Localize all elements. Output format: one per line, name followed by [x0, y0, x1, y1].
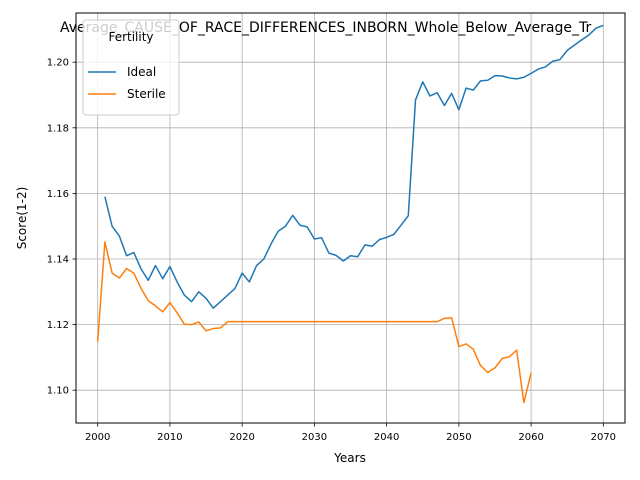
- legend-label-ideal: Ideal: [127, 65, 156, 79]
- x-axis-ticks: 2000 2010 2020 2030 2040 2050 2060 2070: [85, 423, 616, 443]
- legend-label-sterile: Sterile: [127, 87, 166, 101]
- legend-entries: Ideal Sterile: [88, 65, 166, 101]
- x-tick-label: 2020: [229, 432, 254, 443]
- legend: Fertility Ideal Sterile: [82, 19, 180, 116]
- series-line-ideal: [104, 24, 604, 309]
- x-axis-label: Years: [333, 451, 366, 465]
- series-layer: [96, 24, 604, 404]
- x-tick-label: 2060: [518, 432, 543, 443]
- y-axis-ticks: 1.10 1.12 1.14 1.16 1.18 1.20: [47, 58, 76, 397]
- x-tick-label: 2070: [591, 432, 616, 443]
- y-tick-label: 1.10: [47, 386, 69, 397]
- series-line-sterile: [96, 241, 532, 404]
- y-axis-label: Score(1-2): [15, 187, 29, 250]
- y-tick-label: 1.16: [47, 189, 69, 200]
- y-tick-label: 1.18: [47, 123, 69, 134]
- legend-title: Fertility: [108, 30, 153, 44]
- y-tick-label: 1.20: [47, 58, 69, 69]
- legend-box: [82, 19, 180, 116]
- x-tick-label: 2010: [157, 432, 182, 443]
- y-tick-label: 1.12: [47, 320, 69, 331]
- grid-lines: [76, 13, 625, 423]
- x-tick-label: 2030: [302, 432, 327, 443]
- chart-title: Average_CAUSE_OF_RACE_DIFFERENCES_INBORN…: [60, 20, 591, 36]
- x-tick-label: 2000: [85, 432, 110, 443]
- x-tick-label: 2040: [374, 432, 399, 443]
- x-tick-label: 2050: [446, 432, 471, 443]
- y-tick-label: 1.14: [47, 255, 69, 266]
- plot-frame: [75, 12, 626, 424]
